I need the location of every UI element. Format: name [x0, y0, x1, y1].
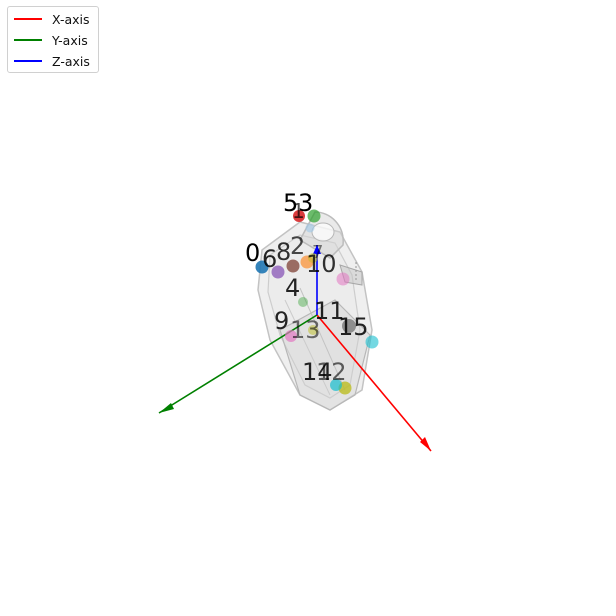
keypoint-marker-15	[365, 335, 379, 349]
z-axis-arrowhead	[313, 245, 321, 254]
keypoint-label-7: 7	[312, 242, 323, 263]
legend-label-x: X-axis	[52, 11, 90, 27]
y-axis-swatch	[14, 39, 42, 41]
keypoint-marker-9	[285, 330, 297, 342]
keypoint-label-3: 3	[298, 189, 313, 217]
keypoint-label-2: 2	[290, 232, 305, 260]
keypoint-marker-5	[293, 210, 305, 222]
keypoint-marker-8	[286, 259, 300, 273]
keypoint-marker-14	[330, 379, 342, 391]
keypoint-label-11: 11	[314, 297, 345, 325]
keypoint-marker-13	[308, 325, 318, 335]
y-axis-arrowhead	[159, 403, 174, 413]
keypoint-labels: 5 3 1 0 6 8 2 7 10 4 11 9 13 15 14 12	[245, 189, 369, 386]
keypoint-marker-7	[305, 223, 315, 233]
keypoint-marker-6	[271, 265, 285, 279]
keypoint-label-8: 8	[276, 238, 291, 266]
legend-item-y-axis: Y-axis	[14, 30, 88, 50]
keypoint-marker-1	[308, 253, 318, 263]
keypoint-label-4: 4	[285, 274, 300, 302]
keypoint-marker-3	[307, 209, 321, 223]
keypoint-label-1: 1	[292, 199, 305, 223]
keypoint-label-13: 13	[290, 316, 321, 344]
legend: X-axis Y-axis Z-axis	[7, 6, 99, 73]
keypoints	[255, 209, 379, 395]
x-axis-swatch	[14, 18, 42, 20]
keypoint-marker-4	[298, 297, 308, 307]
keypoint-label-0: 0	[245, 239, 260, 267]
keypoint-label-15: 15	[338, 313, 369, 341]
keypoint-label-12: 12	[316, 358, 347, 386]
legend-label-z: Z-axis	[52, 53, 90, 69]
keypoint-label-6: 6	[262, 245, 277, 273]
keypoint-marker-10	[336, 272, 350, 286]
x-axis-line	[316, 314, 432, 452]
legend-item-x-axis: X-axis	[14, 9, 90, 29]
legend-item-z-axis: Z-axis	[14, 51, 90, 71]
legend-label-y: Y-axis	[52, 32, 88, 48]
keypoint-label-14: 14	[302, 358, 333, 386]
z-axis-swatch	[14, 60, 42, 62]
keypoint-label-5: 5	[283, 189, 298, 217]
keypoint-marker-11	[342, 319, 356, 333]
keypoint-label-10: 10	[306, 250, 337, 278]
keypoint-label-9: 9	[274, 307, 289, 335]
x-axis-arrowhead	[420, 437, 431, 451]
keypoint-marker-0	[255, 260, 269, 274]
